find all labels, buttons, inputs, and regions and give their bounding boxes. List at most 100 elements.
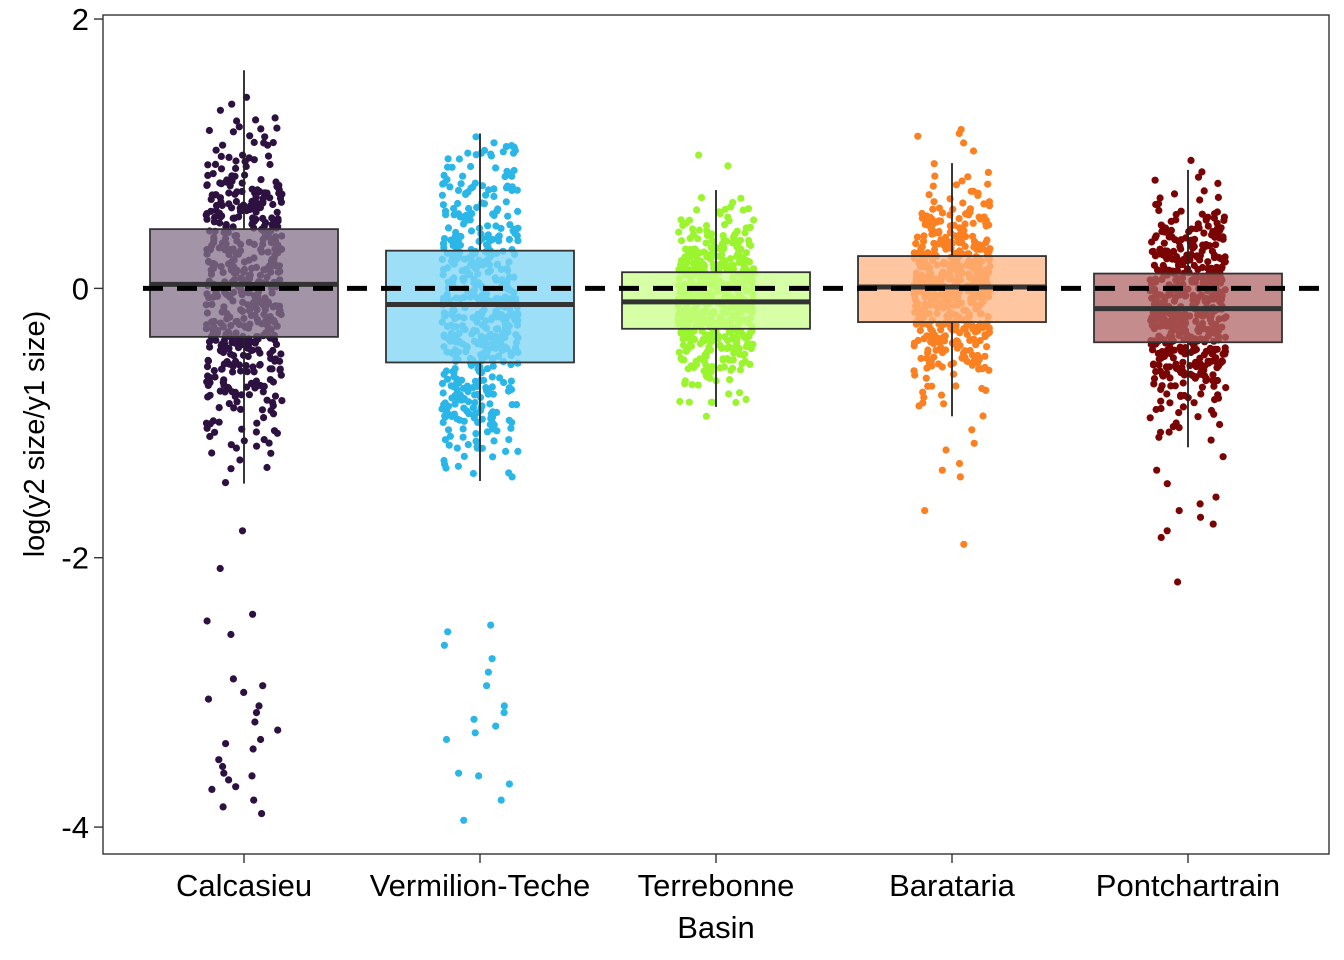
data-point (1221, 258, 1229, 266)
data-point (204, 393, 212, 401)
data-point (682, 334, 690, 342)
data-point (439, 201, 447, 209)
data-point (1194, 413, 1202, 421)
data-point (256, 361, 264, 369)
data-point (745, 340, 753, 348)
data-point (961, 324, 969, 332)
data-point (233, 188, 241, 196)
data-point (505, 469, 513, 477)
data-point (206, 343, 214, 351)
outlier-point (470, 715, 478, 723)
x-tick-label: Calcasieu (176, 868, 312, 903)
data-point (682, 219, 690, 227)
data-point (508, 401, 516, 409)
data-point (737, 194, 745, 202)
outlier-point (938, 466, 946, 474)
data-point (218, 201, 226, 210)
data-point (438, 191, 446, 199)
data-point (477, 369, 485, 377)
data-point (705, 231, 713, 239)
data-point (700, 262, 709, 270)
data-point (918, 214, 927, 222)
data-point (1197, 361, 1205, 369)
data-point (1214, 193, 1222, 201)
data-point (926, 213, 934, 221)
box-calcasieu (149, 70, 339, 484)
box-vermilion-teche (385, 133, 575, 481)
data-point (490, 192, 498, 200)
data-point (1165, 428, 1173, 436)
data-point (726, 376, 734, 384)
data-point (232, 164, 240, 172)
outlier-point (220, 769, 228, 777)
data-point (488, 235, 496, 244)
data-point (507, 385, 516, 394)
data-point (228, 204, 236, 212)
data-point (952, 382, 960, 390)
data-point (455, 155, 463, 163)
data-point (1167, 382, 1175, 390)
data-point (1148, 238, 1156, 246)
data-point (930, 198, 938, 206)
data-point (204, 381, 212, 389)
data-point (205, 126, 213, 135)
data-point (223, 358, 231, 366)
data-point (742, 395, 750, 403)
data-point (494, 234, 502, 242)
data-point (978, 384, 986, 393)
data-point (514, 447, 522, 455)
outlier-point (1212, 493, 1220, 501)
data-point (702, 331, 710, 339)
outlier-point (956, 473, 964, 481)
data-point (743, 257, 751, 265)
outlier-point (1163, 527, 1171, 535)
outlier-point (475, 772, 483, 780)
data-point (984, 168, 993, 176)
data-point (985, 198, 994, 206)
outlier-point (1196, 500, 1204, 508)
data-point (1222, 384, 1230, 392)
boxes-layer (149, 70, 1283, 484)
data-point (746, 223, 754, 231)
data-point (260, 139, 268, 147)
data-point (250, 138, 258, 146)
data-point (1172, 216, 1180, 224)
data-point (1191, 346, 1199, 354)
outlier-point (957, 125, 965, 134)
data-point (1190, 399, 1198, 407)
data-point (931, 245, 939, 254)
outlier-point (1163, 480, 1171, 488)
data-point (269, 139, 277, 147)
data-point (454, 462, 462, 470)
data-point (1172, 419, 1180, 427)
data-point (483, 365, 492, 373)
data-point (441, 412, 449, 420)
data-point (487, 152, 495, 160)
data-point (928, 230, 936, 238)
outlier-point (255, 702, 263, 710)
data-point (217, 165, 226, 173)
data-point (688, 381, 696, 389)
data-point (716, 210, 724, 218)
data-point (206, 432, 214, 441)
data-point (444, 375, 452, 383)
data-point (951, 326, 959, 334)
data-point (925, 191, 933, 199)
data-point (981, 331, 989, 339)
data-point (457, 180, 465, 188)
data-point (254, 346, 262, 354)
data-point (258, 406, 266, 414)
data-point (726, 255, 735, 263)
data-point (953, 337, 962, 345)
data-point (728, 239, 737, 247)
data-point (220, 381, 228, 389)
data-point (222, 221, 230, 229)
data-point (689, 231, 698, 239)
data-point (1215, 234, 1224, 242)
data-point (702, 222, 711, 230)
data-point (1196, 196, 1204, 204)
data-point (679, 341, 688, 349)
data-point (958, 177, 966, 185)
outlier-point (215, 756, 223, 764)
